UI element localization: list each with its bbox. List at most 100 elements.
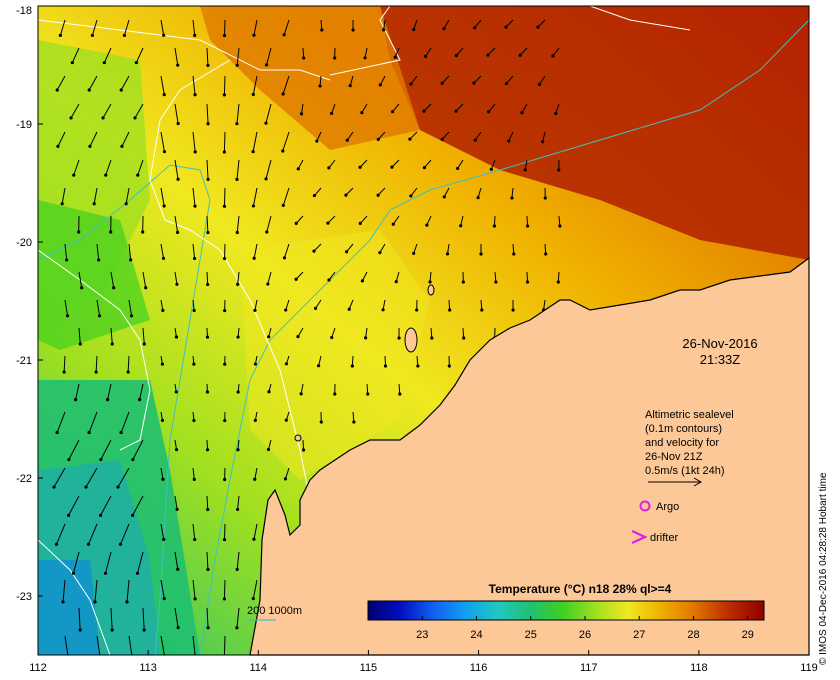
velocity-arrow	[253, 523, 258, 540]
velocity-arrow-head	[264, 121, 268, 125]
velocity-arrow	[88, 75, 98, 91]
velocity-arrow-head	[235, 63, 239, 67]
velocity-arrow	[142, 607, 145, 630]
velocity-arrow	[558, 215, 561, 227]
velocity-arrow-head	[267, 335, 271, 339]
velocity-arrow	[128, 299, 133, 316]
velocity-arrow	[192, 75, 196, 95]
velocity-arrow	[75, 383, 80, 400]
velocity-arrow	[93, 187, 98, 204]
velocity-arrow-head	[358, 221, 362, 226]
velocity-arrow-head	[160, 362, 165, 366]
velocity-arrow-head	[398, 392, 402, 396]
velocity-arrow-head	[448, 308, 452, 312]
velocity-arrow-head	[489, 167, 493, 171]
velocity-arrow	[252, 75, 258, 95]
drifter-icon	[631, 530, 648, 544]
velocity-arrow-head	[99, 457, 103, 462]
velocity-arrow	[487, 47, 496, 56]
velocity-arrow	[295, 271, 304, 280]
isobath-200m	[199, 19, 809, 655]
velocity-arrow	[160, 467, 164, 480]
velocity-arrow-head	[390, 165, 394, 169]
velocity-arrow	[379, 243, 386, 253]
velocity-arrow	[192, 131, 196, 152]
velocity-arrow	[120, 523, 130, 545]
y-tick-label: -23	[16, 591, 32, 603]
velocity-arrow-head	[318, 84, 322, 88]
velocity-arrow-head	[236, 390, 240, 394]
velocity-arrow-head	[557, 168, 561, 172]
velocity-arrow-head	[282, 33, 286, 37]
velocity-arrow	[364, 47, 368, 58]
velocity-arrow-head	[119, 88, 123, 92]
isobath-1000m	[38, 164, 211, 655]
colorbar-tick-label: 29	[742, 629, 754, 641]
sealevel-contours	[38, 6, 691, 655]
velocity-arrow-head	[136, 173, 140, 177]
velocity-arrow	[121, 131, 130, 147]
legend-line-2: (0.1m contours)	[645, 423, 722, 435]
legend-scale: 0.5m/s (1kt 24h)	[645, 465, 724, 477]
velocity-arrow-head	[267, 390, 271, 394]
velocity-arrow-head	[98, 513, 103, 517]
velocity-arrow-head	[71, 571, 76, 575]
velocity-arrow	[64, 243, 68, 260]
velocity-arrow-head	[319, 420, 323, 424]
velocity-arrow	[53, 467, 66, 488]
velocity-arrows	[52, 19, 562, 659]
velocity-arrow-head	[412, 251, 416, 256]
velocity-arrow-head	[193, 150, 197, 154]
velocity-arrow	[192, 299, 195, 311]
velocity-arrow	[127, 355, 130, 373]
velocity-arrow	[544, 243, 547, 255]
x-tick-label: 119	[800, 662, 818, 674]
velocity-arrow-head	[479, 252, 483, 256]
velocity-arrow-head	[266, 282, 270, 286]
velocity-arrow	[383, 19, 386, 30]
velocity-arrow	[64, 299, 69, 316]
velocity-arrow-head	[360, 110, 364, 115]
velocity-arrow	[95, 355, 98, 373]
velocity-arrow	[474, 19, 482, 29]
velocity-arrow	[206, 47, 209, 66]
velocity-arrow	[283, 19, 290, 35]
velocity-arrow	[455, 103, 464, 112]
velocity-arrow	[135, 47, 144, 63]
velocity-arrow-head	[206, 122, 210, 126]
velocity-arrow	[410, 187, 418, 197]
velocity-arrow-head	[137, 398, 142, 402]
velocity-arrow-head	[67, 656, 70, 659]
velocity-arrow	[206, 159, 209, 180]
velocity-arrow-head	[192, 477, 196, 482]
velocity-arrow-head	[101, 116, 105, 120]
velocity-arrow-head	[428, 280, 432, 284]
velocity-arrow	[557, 271, 560, 283]
velocity-arrow	[64, 635, 69, 655]
velocity-arrow-head	[351, 28, 355, 32]
velocity-arrow	[78, 327, 81, 344]
velocity-arrow	[474, 131, 482, 141]
velocity-arrow	[456, 47, 464, 56]
velocity-arrow	[382, 299, 386, 310]
velocity-arrow	[318, 355, 322, 366]
velocity-arrow	[102, 103, 112, 119]
velocity-arrow	[68, 495, 80, 516]
velocity-arrow	[174, 47, 179, 66]
velocity-arrow-head	[345, 138, 349, 142]
velocity-arrow	[174, 439, 178, 450]
velocity-arrow-head	[60, 202, 64, 206]
plot-frame	[37, 5, 810, 656]
velocity-arrow	[328, 271, 336, 281]
velocity-arrow	[223, 187, 226, 207]
velocity-arrow	[543, 299, 546, 310]
velocity-arrow-head	[408, 137, 412, 141]
velocity-arrow-head	[176, 625, 180, 630]
velocity-arrow	[552, 47, 560, 57]
colorbar-scale	[367, 600, 765, 621]
velocity-arrow	[107, 383, 112, 400]
velocity-arrow	[78, 607, 81, 630]
velocity-arrow-head	[540, 140, 545, 144]
velocity-arrow-head	[378, 251, 382, 255]
velocity-arrow	[105, 551, 112, 574]
